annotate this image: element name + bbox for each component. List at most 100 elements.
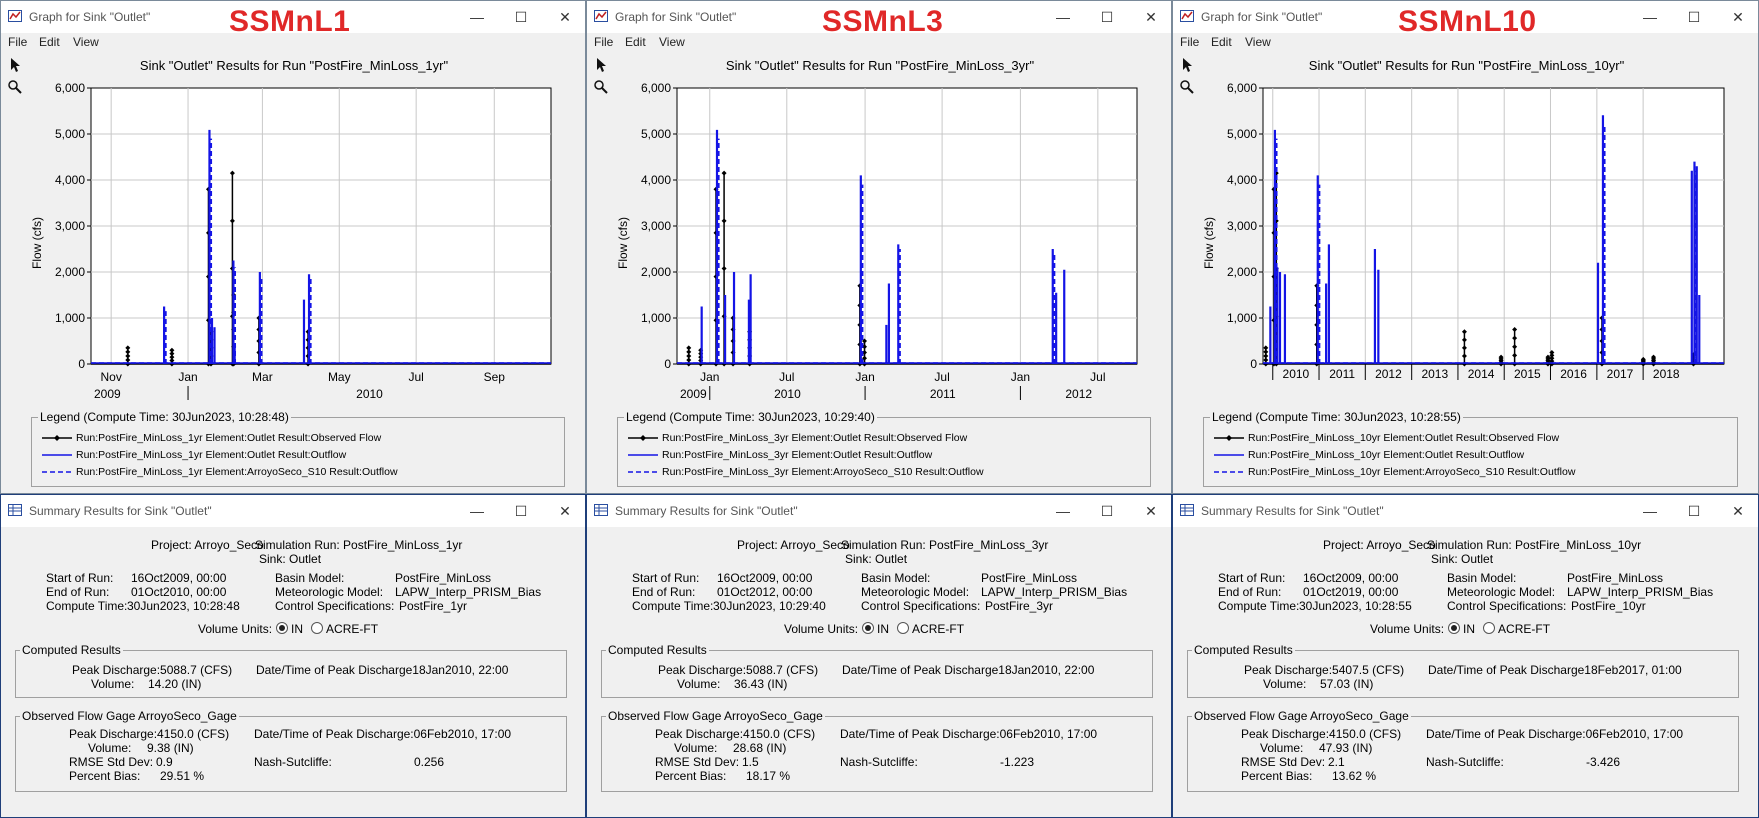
- minimize-icon[interactable]: —: [1643, 9, 1657, 25]
- legend-item: Run:PostFire_MinLoss_3yr Element:ArroyoS…: [628, 466, 984, 478]
- compute-time-value: 30Jun2023, 10:28:48: [127, 599, 240, 613]
- radio-acre-ft-label[interactable]: ACRE-FT: [326, 622, 379, 636]
- title-bar[interactable]: Graph for Sink "Outlet" SSMnL3 — ☐ ✕: [587, 1, 1171, 38]
- observed-marker: [1461, 345, 1467, 351]
- tool-strip: [587, 53, 613, 493]
- close-icon[interactable]: ✕: [1732, 9, 1744, 25]
- volume-units-label: Volume Units:: [198, 622, 273, 636]
- radio-in[interactable]: [862, 622, 875, 634]
- maximize-icon[interactable]: ☐: [514, 503, 528, 519]
- observed-marker: [862, 344, 868, 350]
- observed-volume-label: Volume:: [1260, 741, 1304, 755]
- x-tick-label: Jan: [855, 370, 874, 384]
- year-label: 2017: [1607, 367, 1634, 381]
- title-bar[interactable]: Graph for Sink "Outlet" SSMnL10 — ☐ ✕: [1173, 1, 1758, 38]
- computed-peak-datetime: Date/Time of Peak Discharge18Jan2010, 22…: [256, 663, 509, 677]
- title-bar[interactable]: Summary Results for Sink "Outlet" — ☐ ✕: [1, 495, 585, 527]
- minimize-icon[interactable]: —: [470, 503, 484, 519]
- observed-gage-title: Observed Flow Gage ArroyoSeco_Gage: [1192, 709, 1411, 723]
- maximize-icon[interactable]: ☐: [1687, 9, 1701, 25]
- title-bar[interactable]: Summary Results for Sink "Outlet" — ☐ ✕: [1173, 495, 1758, 527]
- year-label: 2015: [1514, 367, 1541, 381]
- observed-gage-group: Observed Flow Gage ArroyoSeco_Gage Peak …: [601, 709, 1153, 792]
- title-bar[interactable]: Graph for Sink "Outlet" SSMnL1 — ☐ ✕: [1, 1, 585, 38]
- close-icon[interactable]: ✕: [1145, 9, 1157, 25]
- x-tick-label: Jul: [779, 370, 794, 384]
- basin-model-label: Basin Model:: [861, 571, 931, 585]
- observed-peak-datetime: Date/Time of Peak Discharge:06Feb2010, 1…: [254, 727, 512, 741]
- start-run-label: Start of Run:: [46, 571, 114, 585]
- observed-marker: [125, 349, 131, 355]
- chart-plot[interactable]: 0 1,000 2,000 3,000 4,000 5,000 6,000 Nov Jan Mar…: [1, 61, 586, 421]
- observed-marker: [862, 338, 868, 344]
- y-tick-label: 4,000: [1227, 173, 1257, 187]
- pointer-tool-icon[interactable]: [7, 57, 23, 73]
- menu-file[interactable]: File: [594, 35, 614, 49]
- observed-marker: [862, 350, 868, 355]
- minimize-icon[interactable]: —: [1643, 503, 1657, 519]
- zoom-tool-icon[interactable]: [1179, 79, 1195, 95]
- maximize-icon[interactable]: ☐: [514, 9, 528, 25]
- close-icon[interactable]: ✕: [559, 503, 571, 519]
- radio-in-label[interactable]: IN: [877, 622, 890, 636]
- title-bar[interactable]: Summary Results for Sink "Outlet" — ☐ ✕: [587, 495, 1171, 527]
- radio-in[interactable]: [276, 622, 289, 634]
- basin-model-label: Basin Model:: [1447, 571, 1517, 585]
- maximize-icon[interactable]: ☐: [1100, 503, 1114, 519]
- compute-time-label: Compute Time:: [1218, 599, 1300, 613]
- chart-plot[interactable]: 0 1,000 2,000 3,000 4,000 5,000 6,000 Jan Jul Jan…: [587, 61, 1172, 421]
- pointer-tool-icon[interactable]: [593, 57, 609, 73]
- zoom-tool-icon[interactable]: [7, 79, 23, 95]
- radio-acre-ft[interactable]: [897, 622, 910, 634]
- menu-view[interactable]: View: [1245, 35, 1271, 49]
- close-icon[interactable]: ✕: [559, 9, 571, 25]
- year-label: 2012: [1065, 387, 1092, 401]
- radio-acre-ft[interactable]: [1483, 622, 1496, 634]
- legend-item: Run:PostFire_MinLoss_1yr Element:ArroyoS…: [42, 466, 398, 478]
- percent-bias-label: Percent Bias:: [655, 769, 727, 783]
- radio-acre-ft-label[interactable]: ACRE-FT: [1498, 622, 1551, 636]
- radio-in-label[interactable]: IN: [291, 622, 304, 636]
- met-model-label: Meteorologic Model:: [861, 585, 970, 599]
- legend-title: Legend (Compute Time: 30Jun2023, 10:29:4…: [624, 410, 877, 424]
- radio-in[interactable]: [1448, 622, 1461, 634]
- observed-volume-value: 47.93 (IN): [1319, 741, 1373, 755]
- minimize-icon[interactable]: —: [470, 9, 484, 25]
- menu-view[interactable]: View: [659, 35, 685, 49]
- basin-model-value: PostFire_MinLoss: [1567, 571, 1664, 585]
- window-title: Graph for Sink "Outlet": [1201, 10, 1323, 24]
- minimize-icon[interactable]: —: [1056, 503, 1070, 519]
- met-model-value: LAPW_Interp_PRISM_Bias: [981, 585, 1128, 599]
- menu-file[interactable]: File: [8, 35, 28, 49]
- x-tick-label: Jan: [178, 370, 197, 384]
- radio-in-label[interactable]: IN: [1463, 622, 1476, 636]
- s10-outflow-swatch-icon: [42, 467, 72, 477]
- legend-title: Legend (Compute Time: 30Jun2023, 10:28:4…: [38, 410, 291, 424]
- legend-item: Run:PostFire_MinLoss_10yr Element:Arroyo…: [1214, 466, 1575, 478]
- maximize-icon[interactable]: ☐: [1687, 503, 1701, 519]
- chart-plot[interactable]: 0 1,000 2,000 3,000 4,000 5,000 6,000 2010 2011 2…: [1173, 61, 1759, 421]
- menu-view[interactable]: View: [73, 35, 99, 49]
- observed-marker: [169, 358, 175, 364]
- pointer-tool-icon[interactable]: [1179, 57, 1195, 73]
- observed-marker: [686, 345, 692, 351]
- observed-marker: [169, 347, 175, 353]
- menu-edit[interactable]: Edit: [39, 35, 60, 49]
- menu-file[interactable]: File: [1180, 35, 1200, 49]
- zoom-tool-icon[interactable]: [593, 79, 609, 95]
- computed-results-group: Computed Results Peak Discharge:5088.7 (…: [15, 643, 567, 698]
- radio-acre-ft-label[interactable]: ACRE-FT: [912, 622, 965, 636]
- menu-edit[interactable]: Edit: [1211, 35, 1232, 49]
- menu-edit[interactable]: Edit: [625, 35, 646, 49]
- graph-window: Graph for Sink "Outlet" SSMnL1 — ☐ ✕ Fil…: [0, 0, 586, 494]
- plot-title: Sink "Outlet" Results for Run "PostFire_…: [139, 58, 449, 73]
- maximize-icon[interactable]: ☐: [1100, 9, 1114, 25]
- minimize-icon[interactable]: —: [1056, 9, 1070, 25]
- radio-acre-ft[interactable]: [311, 622, 324, 634]
- close-icon[interactable]: ✕: [1145, 503, 1157, 519]
- tool-strip: [1, 53, 27, 493]
- observed-marker: [1461, 329, 1467, 335]
- observed-marker: [1512, 335, 1518, 341]
- observed-marker: [721, 266, 727, 272]
- close-icon[interactable]: ✕: [1732, 503, 1744, 519]
